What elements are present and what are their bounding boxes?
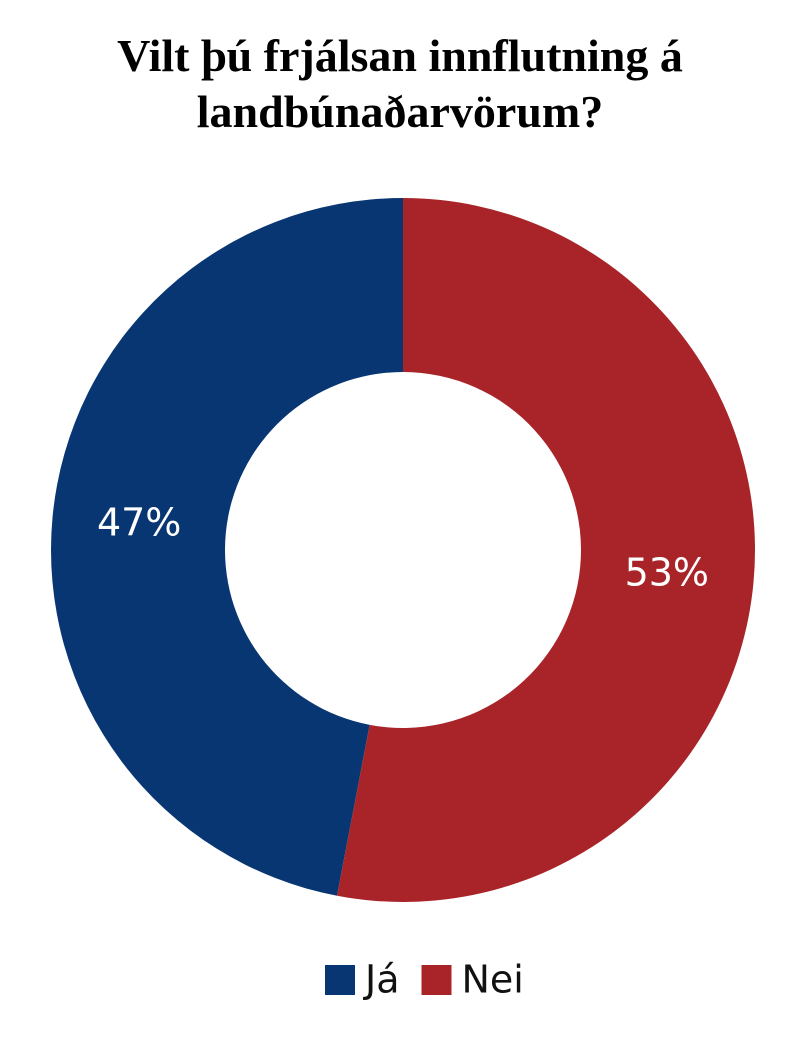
value-label: 47% [97,501,181,545]
legend-label: Nei [462,958,524,1002]
legend-label: Já [363,958,400,1002]
legend-swatch [325,965,355,995]
chart-title: Vilt þú frjálsan innflutning á landbúnað… [117,30,683,137]
slice [50,198,403,896]
slice [337,198,755,902]
legend-swatch [421,965,452,995]
value-label: 53% [625,550,709,594]
